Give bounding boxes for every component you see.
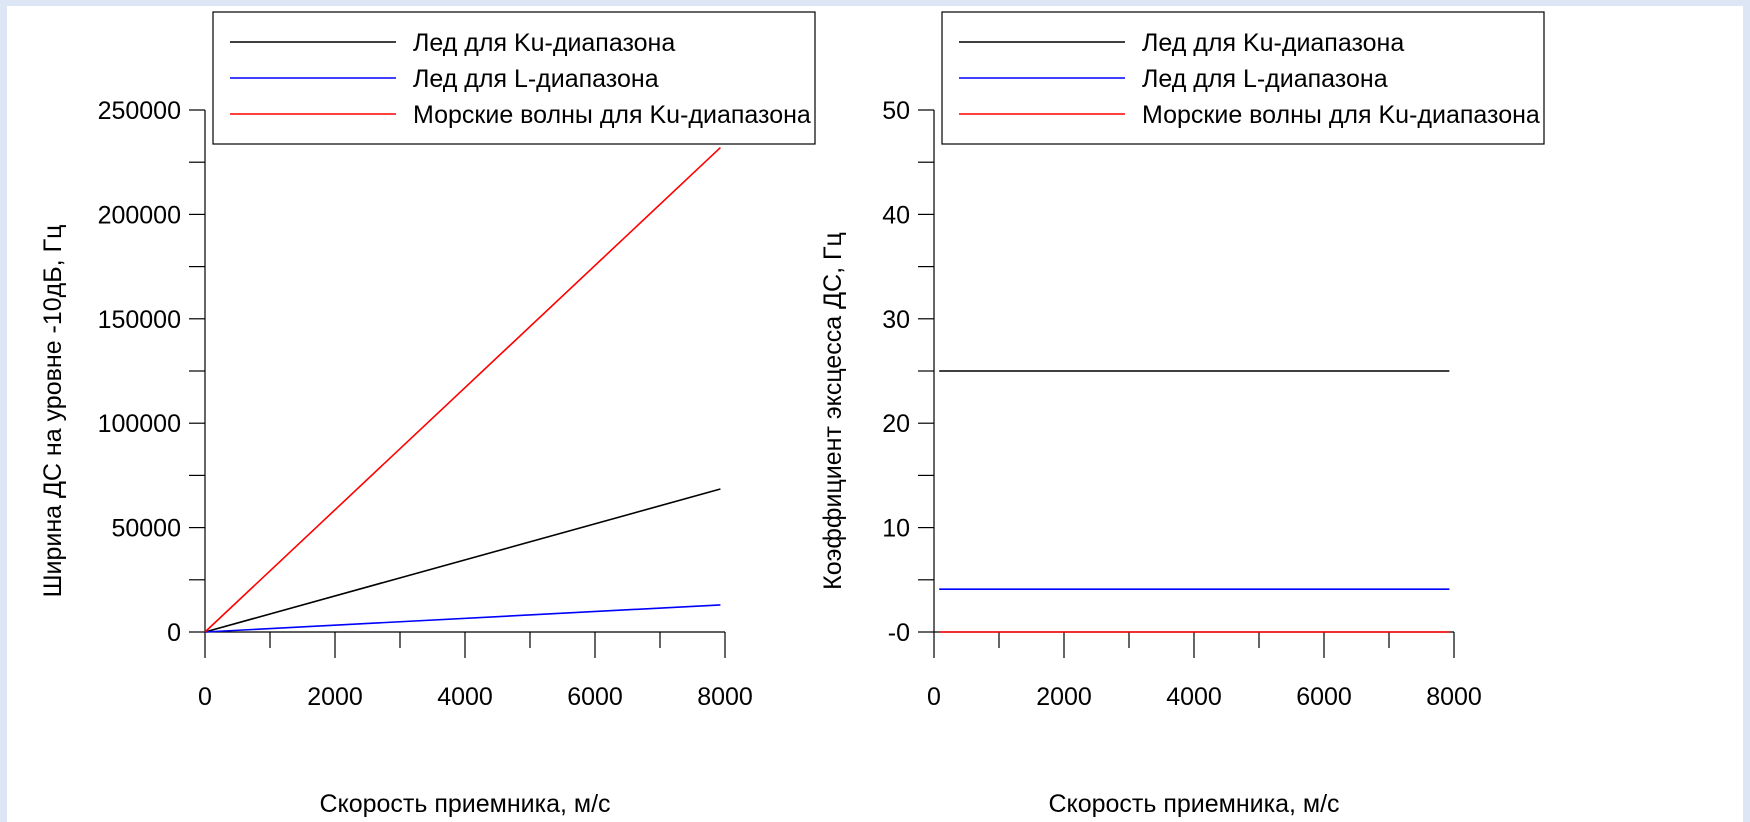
y-axis-title: Ширина ДС на уровне -10дБ, Гц: [39, 225, 67, 598]
x-tick-label: 8000: [1426, 683, 1482, 711]
chart-1: 0 50000 100000 150000 200000 250000 0 2000 4000 6…: [39, 11, 816, 818]
x-tick-label: 4000: [1166, 683, 1222, 711]
y-tick-label: 10: [882, 515, 910, 543]
y-tick-label: 30: [882, 306, 910, 334]
legend-label: Морские волны для Ku-диапазона: [1142, 101, 1540, 129]
y-tick-label: 50000: [111, 515, 181, 543]
x-tick-label: 6000: [1296, 683, 1352, 711]
series-line-1: [204, 488, 721, 633]
y-tick-label: -0: [888, 619, 910, 647]
x-tick-label: 0: [198, 683, 212, 711]
series-line-2: [204, 604, 721, 633]
x-axis-title: Скорость приемника, м/с: [1048, 790, 1339, 818]
y-tick-label: 250000: [98, 97, 181, 125]
y-tick-label: 0: [167, 619, 181, 647]
x-tick-label: 4000: [437, 683, 493, 711]
legend-label: Лед для Ku-диапазона: [1142, 29, 1404, 57]
figure-canvas: 0 50000 100000 150000 200000 250000 0 2000 4000 6…: [7, 6, 1743, 822]
legend-label: Морские волны для Ku-диапазона: [413, 101, 811, 129]
x-tick-label: 2000: [1036, 683, 1092, 711]
x-tick-label: 0: [927, 683, 941, 711]
y-tick-label: 100000: [98, 410, 181, 438]
chart-2: -0 10 20 30 40 50 0 2000 4000 6000 8000 Скорость пр…: [819, 11, 1545, 818]
y-tick-label: 20: [882, 410, 910, 438]
legend-label: Лед для L-диапазона: [1142, 65, 1388, 93]
y-axis-title: Коэффициент эксцесса ДС, Гц: [819, 232, 847, 590]
y-tick-label: 40: [882, 201, 910, 229]
x-tick-label: 6000: [567, 683, 623, 711]
y-tick-label: 150000: [98, 306, 181, 334]
charts-svg: 0 50000 100000 150000 200000 250000 0 2000 4000 6…: [39, 11, 1545, 818]
x-tick-label: 8000: [697, 683, 753, 711]
x-tick-label: 2000: [307, 683, 363, 711]
legend-label: Лед для Ku-диапазона: [413, 29, 675, 57]
x-axis-title: Скорость приемника, м/с: [319, 790, 610, 818]
y-tick-label: 50: [882, 97, 910, 125]
series-line-3: [204, 147, 721, 633]
y-tick-label: 200000: [98, 201, 181, 229]
legend-label: Лед для L-диапазона: [413, 65, 659, 93]
